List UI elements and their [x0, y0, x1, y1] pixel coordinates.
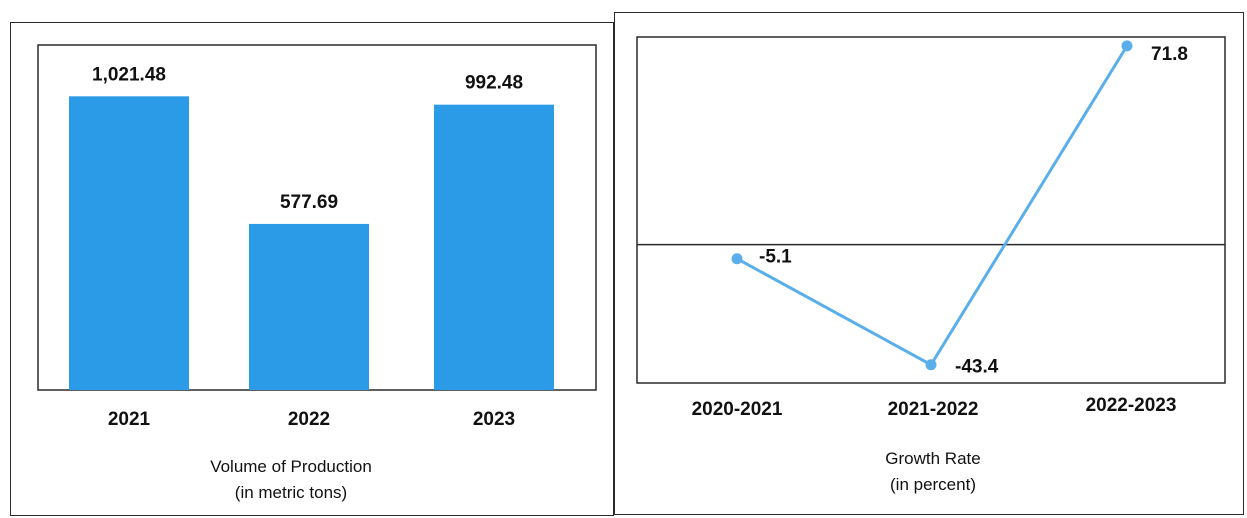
bar-category-label: 2022: [287, 409, 331, 430]
line-chart-caption-line2: (in percent): [890, 475, 976, 494]
line-value-label: -5.1: [759, 247, 792, 268]
bar-category-label: 2021: [107, 409, 151, 430]
bar-2021: [69, 96, 189, 391]
bar-category-label: 2023: [472, 409, 516, 430]
line-category-label: 2020-2021: [691, 399, 783, 420]
bar-value-label: 992.48: [465, 73, 523, 94]
bar-chart-panel: 1,021.48 577.69 992.48 2021 2022 2023 Volu…: [10, 22, 614, 516]
line-point-2021-2022: [925, 359, 937, 371]
line-chart-panel: -5.1 -43.4 71.8 2020-2021 2021-2022 2022-2…: [614, 12, 1244, 515]
growth-rate-line: [736, 45, 1129, 367]
line-category-label: 2021-2022: [887, 399, 979, 420]
line-value-label: 71.8: [1151, 44, 1188, 65]
bar-value-label: 1,021.48: [92, 64, 166, 85]
line-plot-area: [636, 36, 1226, 384]
bar-2023: [434, 104, 554, 391]
line-category-label: 2022-2023: [1085, 395, 1177, 416]
bar-chart-caption-line1: Volume of Production: [210, 457, 372, 476]
line-chart-svg: -5.1 -43.4 71.8: [636, 36, 1226, 384]
line-value-label: -43.4: [955, 357, 999, 378]
bar-2022: [249, 223, 369, 390]
bar-chart-caption-line2: (in metric tons): [234, 483, 348, 502]
bar-chart-svg: 1,021.48 577.69 992.48: [37, 44, 597, 391]
bar-value-label: 577.69: [280, 192, 338, 213]
line-chart-caption-line1: Growth Rate: [885, 449, 981, 468]
line-point-2022-2023: [1121, 40, 1133, 52]
line-point-2020-2021: [731, 253, 743, 265]
